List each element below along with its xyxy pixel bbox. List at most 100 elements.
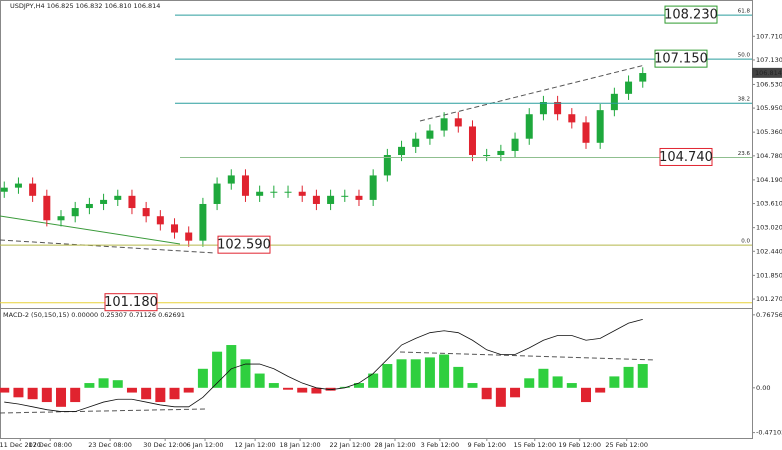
signal-line bbox=[4, 318, 643, 412]
x-tick-label: 19 Feb 12:00 bbox=[558, 441, 601, 449]
macd-bar bbox=[98, 378, 109, 388]
candle-body bbox=[497, 150, 505, 156]
macd-bar bbox=[240, 359, 251, 388]
candle-body bbox=[199, 203, 207, 241]
macd-bar bbox=[297, 387, 308, 393]
candle-body bbox=[468, 126, 476, 156]
level-name: 61.8 bbox=[738, 9, 751, 15]
macd-bar bbox=[495, 387, 506, 407]
candle-body bbox=[426, 130, 434, 139]
level-name: 38.2 bbox=[738, 97, 750, 103]
x-tick-label: 30 Dec 12:00 bbox=[143, 441, 187, 449]
y-tick-label: 103.020 bbox=[756, 224, 782, 232]
candle-body bbox=[256, 191, 264, 196]
macd-bar bbox=[339, 386, 350, 388]
candle-body bbox=[369, 175, 377, 200]
macd-trend-line bbox=[0, 408, 206, 414]
y-tick-label: 105.360 bbox=[756, 128, 782, 136]
macd-bar bbox=[467, 383, 478, 388]
trend-line bbox=[0, 215, 181, 245]
y-tick-label: 0.76756 bbox=[756, 311, 782, 319]
candle-body bbox=[213, 183, 221, 204]
macd-bar bbox=[268, 383, 279, 388]
candle-body bbox=[341, 195, 349, 197]
candle-body bbox=[355, 195, 363, 200]
macd-bar bbox=[552, 376, 563, 388]
candle-body bbox=[100, 199, 108, 204]
candle-body bbox=[227, 175, 235, 184]
candle-body bbox=[525, 114, 533, 139]
macd-bar bbox=[126, 387, 137, 393]
trend-line bbox=[419, 64, 646, 122]
macd-bar bbox=[112, 380, 123, 388]
candle-body bbox=[114, 195, 122, 200]
macd-bar bbox=[424, 357, 435, 388]
candle-body bbox=[582, 122, 590, 143]
x-tick-label: 15 Feb 12:00 bbox=[513, 441, 556, 449]
y-tick-label: 101.850 bbox=[756, 271, 782, 279]
x-tick-label: 12 Jan 12:00 bbox=[235, 441, 276, 449]
x-tick-label: 11 Dec 2020 bbox=[0, 441, 41, 449]
level-label: 108.230 bbox=[664, 8, 718, 23]
candle-body bbox=[639, 73, 647, 82]
macd-bar bbox=[353, 383, 364, 388]
candle-body bbox=[128, 195, 136, 209]
level-box bbox=[217, 235, 271, 254]
trend-line bbox=[0, 239, 216, 254]
macd-bar bbox=[212, 351, 223, 388]
macd-title: MACD-2 (50,150,15) 0.00000 0.25307 0.711… bbox=[3, 311, 185, 319]
candle-body bbox=[85, 203, 93, 209]
macd-bar bbox=[283, 387, 294, 390]
macd-bar bbox=[382, 364, 393, 388]
x-tick-label: 6 Jan 12:00 bbox=[187, 441, 224, 449]
candle-body bbox=[156, 216, 164, 225]
candle-body bbox=[568, 114, 576, 123]
x-tick-label: 3 Feb 12:00 bbox=[421, 441, 460, 449]
last-price-tag bbox=[752, 67, 782, 78]
candle-body bbox=[284, 191, 292, 193]
candle-body bbox=[14, 183, 22, 188]
macd-bar bbox=[155, 387, 166, 403]
level-name: 0.0 bbox=[741, 239, 750, 245]
level-name: 50.0 bbox=[738, 53, 751, 59]
macd-bar bbox=[183, 387, 194, 393]
level-box bbox=[104, 293, 158, 312]
x-tick-label: 18 Jan 12:00 bbox=[280, 441, 321, 449]
macd-bar bbox=[453, 366, 464, 388]
last-price: 106.814 bbox=[755, 69, 782, 77]
candle-body bbox=[440, 118, 448, 131]
macd-bar bbox=[197, 368, 208, 388]
candle-body bbox=[71, 208, 79, 217]
macd-bar bbox=[439, 354, 450, 388]
level-box bbox=[659, 147, 713, 166]
level-box bbox=[654, 49, 708, 68]
y-tick-label: 106.530 bbox=[756, 80, 782, 88]
macd-bar bbox=[580, 387, 591, 403]
macd-bar bbox=[84, 383, 95, 388]
macd-bar bbox=[396, 359, 407, 388]
macd-bar bbox=[0, 387, 10, 393]
y-tick-label: 103.610 bbox=[756, 200, 782, 208]
x-tick-label: 28 Jan 12:00 bbox=[374, 441, 415, 449]
candle-body bbox=[383, 155, 391, 176]
macd-bar bbox=[510, 387, 521, 398]
macd-trend-line bbox=[399, 351, 656, 361]
candle-body bbox=[270, 191, 278, 193]
y-tick-label: 104.190 bbox=[756, 176, 782, 184]
macd-bar bbox=[141, 387, 152, 400]
candle-body bbox=[398, 146, 406, 156]
y-tick-label: 101.270 bbox=[756, 295, 782, 303]
x-tick-label: 17 Dec 08:00 bbox=[28, 441, 72, 449]
macd-bar bbox=[226, 345, 237, 388]
macd-bar bbox=[410, 359, 421, 388]
candle-body bbox=[483, 155, 491, 157]
level-label: 104.740 bbox=[659, 150, 713, 165]
x-tick-label: 22 Jan 12:00 bbox=[329, 441, 370, 449]
macd-bar bbox=[368, 373, 379, 388]
frame bbox=[0, 0, 753, 439]
y-tick-label: 104.780 bbox=[756, 152, 782, 160]
chart-title: USDJPY,H4 106.825 106.832 106.810 106.81… bbox=[10, 2, 160, 10]
macd-bar bbox=[325, 387, 336, 391]
macd-bar bbox=[311, 387, 322, 394]
